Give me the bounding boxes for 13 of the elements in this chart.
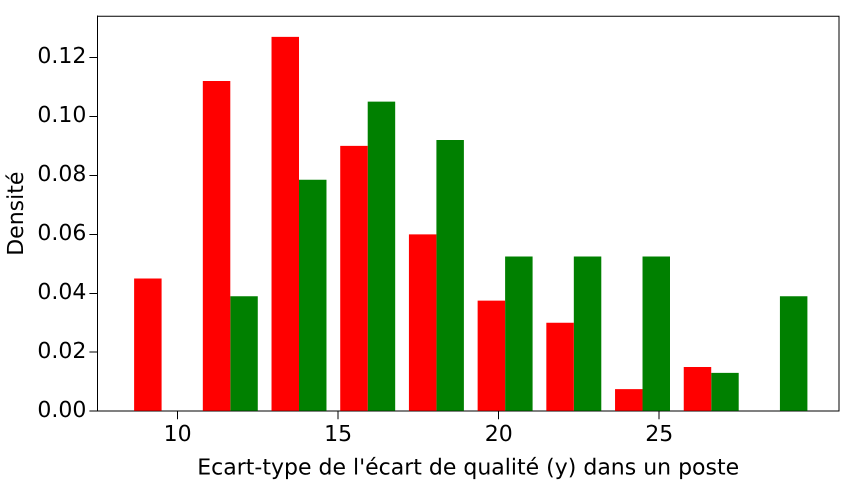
- y-tick-label: 0.00: [37, 398, 86, 423]
- y-tick-label: 0.04: [37, 280, 86, 306]
- y-axis-title: Densité: [4, 172, 29, 256]
- y-tick-label: 0.02: [37, 338, 86, 364]
- y-tick-label: 0.06: [37, 221, 86, 246]
- y-tick-label: 0.08: [37, 162, 86, 188]
- y-tick-label: 0.12: [37, 44, 86, 70]
- x-axis-title: Ecart-type de l'écart de qualité (y) dans un poste: [197, 456, 740, 481]
- x-tick-label: 20: [484, 422, 513, 448]
- x-tick-label: 15: [324, 422, 352, 448]
- x-tick-label: 25: [645, 422, 674, 448]
- y-tick-label: 0.10: [37, 103, 86, 128]
- x-tick-label: 10: [164, 422, 192, 448]
